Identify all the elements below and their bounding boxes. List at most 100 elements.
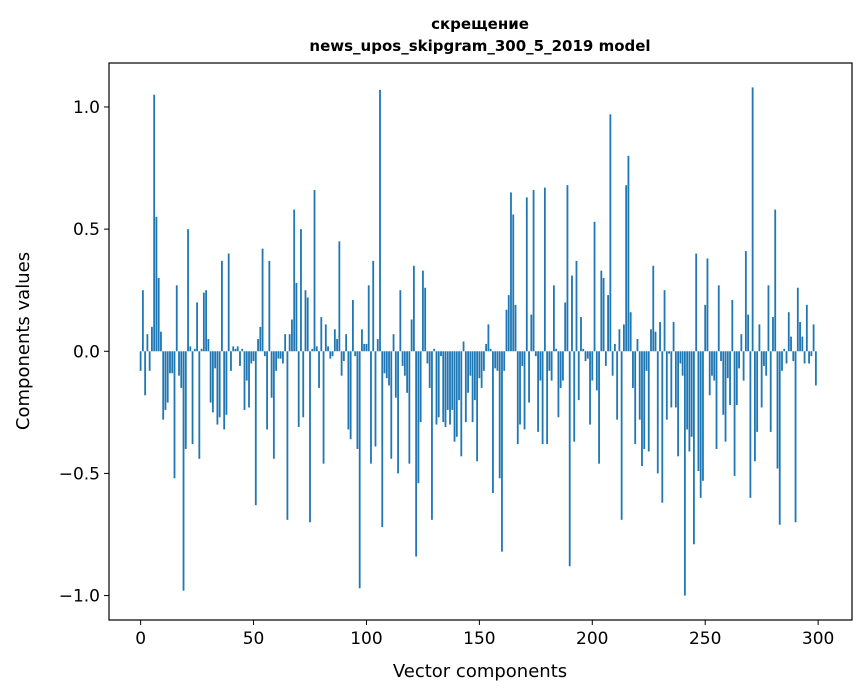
bar [749,351,752,498]
bar [141,290,144,352]
bar [767,285,770,352]
bar [381,351,384,528]
bar [814,351,817,386]
bar [808,351,810,364]
bar [738,351,740,369]
bar [417,351,420,484]
bar [584,351,587,362]
bar [677,351,680,457]
bar [340,351,343,376]
bar [223,351,226,430]
bar [236,346,239,352]
bar [562,351,564,381]
bar [318,351,320,388]
bar [153,94,156,352]
bar [216,351,219,425]
bar [616,351,619,420]
bar [740,334,743,352]
bar [144,351,147,396]
bar [151,326,153,352]
bar [460,351,463,457]
bar [374,351,377,447]
bar [704,304,707,352]
chart-title-line-1: скрещение [431,15,529,33]
bar [568,351,571,567]
bar [462,341,465,352]
bar [715,351,718,449]
bar [383,351,386,374]
bar [670,351,673,408]
bar [589,351,591,425]
y-axis-ticks: −1.0 −0.5 0.0 0.5 1.0 [59,98,109,607]
bar [311,348,314,352]
bar [778,351,781,525]
bar [178,351,180,376]
bar [361,329,363,352]
bar [252,351,255,362]
bar [812,324,815,352]
bar [356,351,359,449]
bar [263,351,266,357]
bar [683,351,686,596]
bar [433,348,436,352]
bar [708,351,711,396]
x-tick-label: 50 [243,629,265,649]
bar [426,351,429,364]
bar [794,351,797,523]
bar [643,351,646,449]
bar [175,285,178,352]
bar [665,351,668,420]
bar [711,351,713,376]
bar [248,351,250,408]
bar [787,312,790,352]
bar [627,155,630,352]
bar [783,348,786,352]
bar [489,348,492,352]
bar [600,270,603,352]
bar [412,265,415,352]
bar [525,197,528,352]
bar [471,351,474,423]
bar [805,304,808,352]
bar [160,331,162,352]
bar [169,351,171,374]
bar [810,351,813,357]
bar [300,229,302,352]
bar [758,324,761,352]
bar [774,209,777,352]
bar [196,302,198,352]
bar [293,209,296,352]
bar [613,343,616,352]
bar [272,351,275,459]
bar [166,351,169,403]
bar [647,351,650,452]
bar [729,351,731,406]
bar [227,253,230,352]
bar [494,351,497,369]
bar [367,285,370,352]
bar [365,343,368,352]
bar [697,351,700,471]
bar [781,351,783,371]
bar [345,334,348,352]
bar [566,185,569,352]
bar [419,351,422,423]
bar [496,351,499,371]
bar [659,321,661,352]
bar [376,339,379,352]
bar [735,351,738,406]
bar [573,351,576,442]
bar [205,290,208,352]
bar [650,329,652,352]
bar [139,351,142,371]
bar [322,351,325,464]
bar [769,351,772,432]
bar [537,351,539,432]
bar [394,351,397,398]
x-tick-label: 0 [135,629,146,649]
bar [399,290,402,352]
bar [209,351,212,403]
x-tick-label: 200 [576,629,608,649]
bar [464,351,467,423]
bar [724,351,727,442]
